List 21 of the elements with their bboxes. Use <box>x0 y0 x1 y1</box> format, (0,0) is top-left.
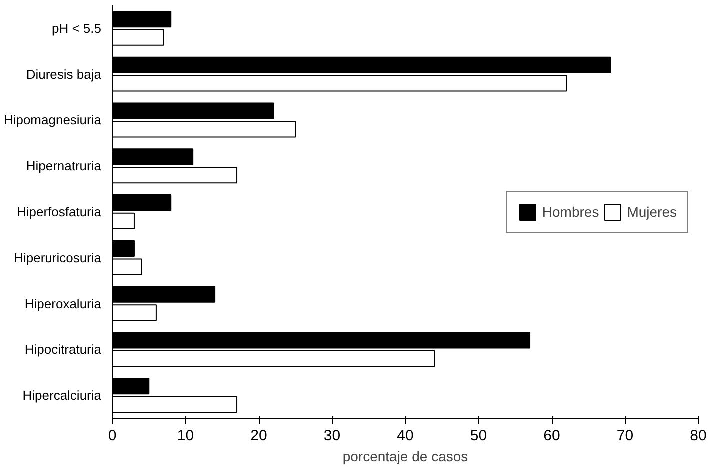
x-tick-label: 50 <box>470 428 488 444</box>
y-tick-label: Hiperoxaluria <box>24 296 102 312</box>
x-tick-label: 10 <box>177 428 194 444</box>
y-tick-label: Hipernatruria <box>26 158 102 174</box>
x-tick-label: 70 <box>616 428 634 444</box>
x-tick-label: 20 <box>250 428 268 444</box>
x-tick-label: 0 <box>108 428 117 444</box>
y-tick-label: Hipercalciuria <box>22 388 102 404</box>
y-tick-label: Diuresis baja <box>26 66 102 82</box>
x-axis-title: porcentaje de casos <box>342 448 468 464</box>
legend-label: Hombres <box>542 204 600 220</box>
y-tick-label: Hipomagnesiuria <box>4 112 102 128</box>
x-tick-label: 80 <box>690 428 707 444</box>
y-tick-label: Hiperfosfaturia <box>16 204 102 220</box>
y-tick-label: Hipocitraturia <box>24 342 102 358</box>
x-tick-label: 30 <box>324 428 341 444</box>
legend-label: Mujeres <box>627 204 677 220</box>
y-tick-label: Hiperuricosuria <box>14 250 102 266</box>
x-tick-label: 60 <box>544 428 560 444</box>
x-tick-label: 40 <box>397 428 414 444</box>
y-tick-label: pH < 5.5 <box>52 20 102 36</box>
